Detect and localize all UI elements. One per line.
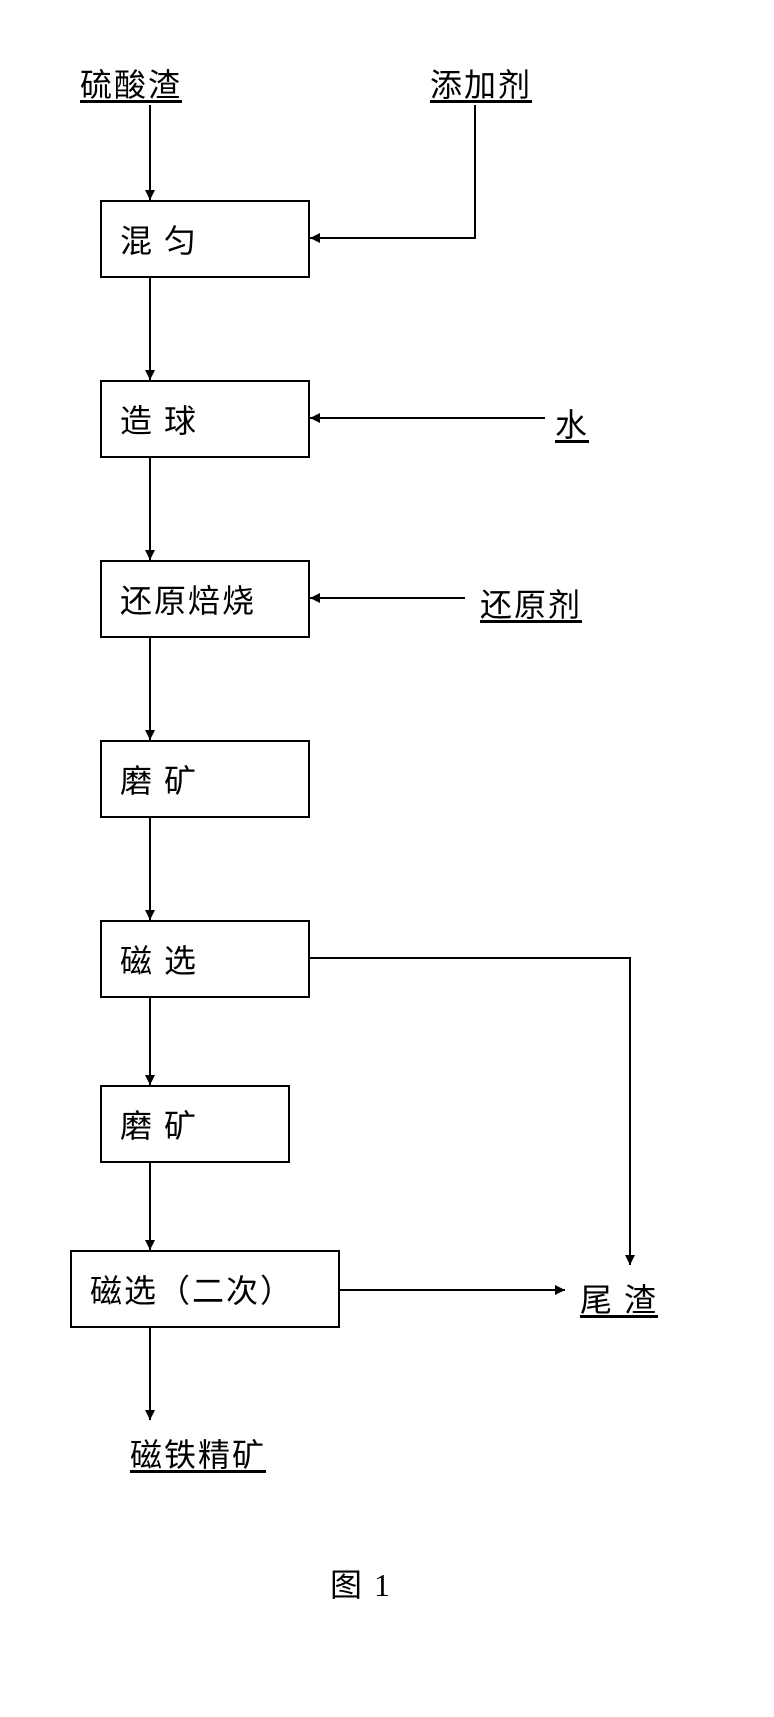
input-additive: 添加剂: [430, 60, 532, 106]
step-grind1: 磨 矿: [100, 740, 310, 818]
step-grind2: 磨 矿: [100, 1085, 290, 1163]
step-magsep1: 磁 选: [100, 920, 310, 998]
output-tailings: 尾 渣: [580, 1275, 658, 1321]
step-mix: 混 匀: [100, 200, 310, 278]
input-water: 水: [555, 400, 589, 446]
input-sulfate-slag: 硫酸渣: [80, 60, 182, 106]
input-reductant: 还原剂: [480, 580, 582, 626]
step-magsep2: 磁选（二次）: [70, 1250, 340, 1328]
output-concentrate: 磁铁精矿: [130, 1430, 266, 1476]
step-reduce-roast: 还原焙烧: [100, 560, 310, 638]
step-pelletize: 造 球: [100, 380, 310, 458]
figure-label: 图 1: [330, 1560, 392, 1606]
